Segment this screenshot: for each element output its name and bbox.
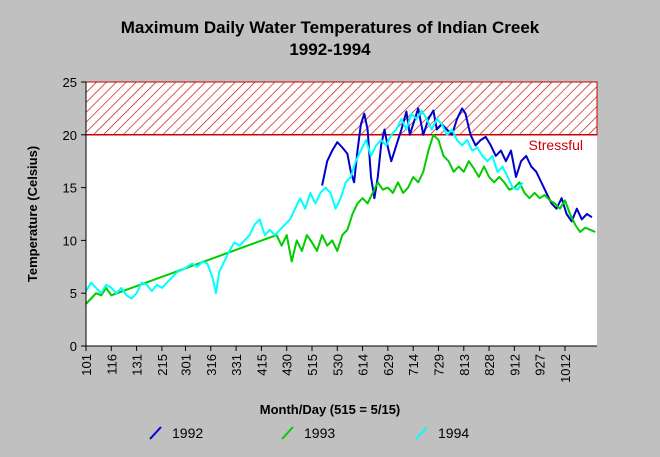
series-line-1992 [321, 107, 593, 223]
x-tick-label: 530 [330, 354, 345, 376]
legend-swatch-1993 [281, 426, 294, 440]
x-tick-label: 415 [254, 354, 269, 376]
legend-label-1994: 1994 [438, 425, 469, 441]
chart-subtitle: 1992-1994 [289, 40, 371, 59]
x-tick-label: 813 [457, 354, 472, 376]
x-tick-label: 927 [533, 354, 548, 376]
y-axis-label: Temperature (Celsius) [25, 146, 40, 282]
y-ticks: 0 5 10 15 20 25 [63, 75, 86, 354]
y-tick-label: 10 [63, 233, 77, 248]
y-tick-label: 5 [70, 286, 77, 301]
x-tick-label: 912 [507, 354, 522, 376]
legend: 1992 1993 1994 [149, 425, 469, 441]
y-tick-label: 20 [63, 128, 77, 143]
x-axis-label: Month/Day (515 = 5/15) [260, 402, 401, 417]
legend-swatch-1992 [149, 426, 162, 440]
y-tick-label: 0 [70, 339, 77, 354]
series-line-1993 [85, 133, 596, 305]
legend-swatch-1994 [415, 426, 428, 440]
x-tick-label: 828 [482, 354, 497, 376]
x-tick-label: 430 [280, 354, 295, 376]
y-tick-label: 15 [63, 181, 77, 196]
y-tick-label: 25 [63, 75, 77, 90]
x-tick-label: 215 [155, 354, 170, 376]
series-line-1994 [85, 109, 524, 300]
x-tick-label: 316 [204, 354, 219, 376]
x-tick-label: 131 [130, 354, 145, 376]
x-tick-label: 101 [79, 354, 94, 376]
x-tick-label: 729 [432, 354, 447, 376]
x-tick-label: 614 [356, 354, 371, 376]
x-tick-label: 331 [229, 354, 244, 376]
legend-label-1993: 1993 [304, 425, 335, 441]
series-layer [85, 107, 596, 305]
stressful-label: Stressful [529, 137, 583, 153]
stressful-zone [85, 81, 598, 136]
chart-title: Maximum Daily Water Temperatures of Indi… [121, 18, 540, 37]
x-tick-label: 714 [406, 354, 421, 376]
x-tick-label: 629 [381, 354, 396, 376]
x-ticks: 101 116 131 215 301 316 331 415 430 515 530 614 629 7… [79, 346, 573, 383]
x-tick-label: 515 [305, 354, 320, 376]
x-tick-label: 1012 [558, 354, 573, 383]
x-tick-label: 116 [104, 354, 119, 375]
x-tick-label: 301 [179, 354, 194, 376]
legend-label-1992: 1992 [172, 425, 203, 441]
